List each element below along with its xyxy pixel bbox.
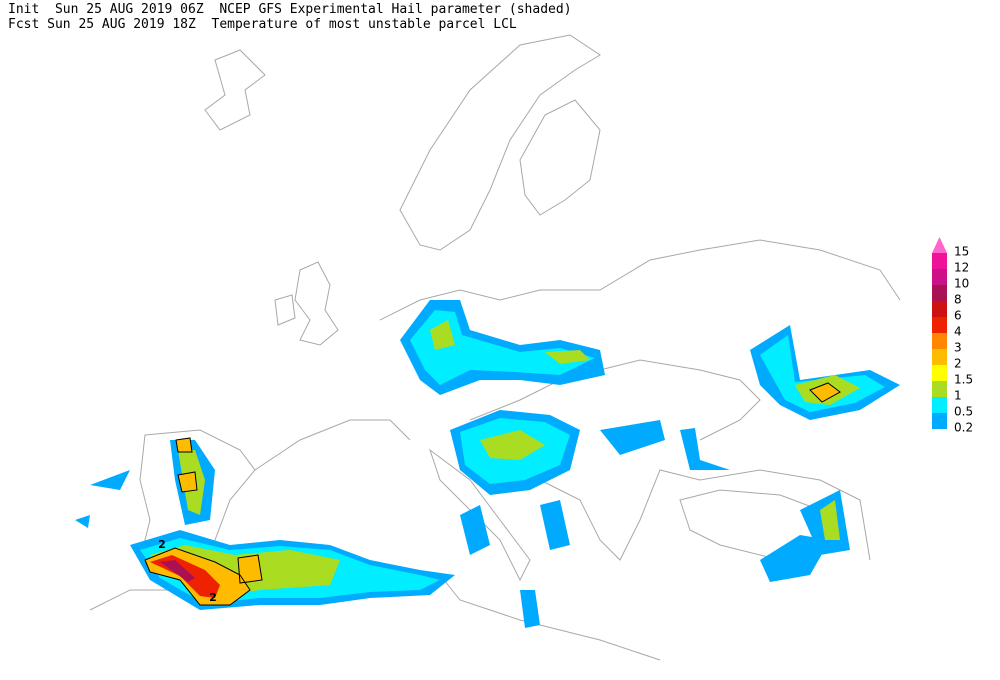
contour-label: 2 <box>158 538 166 551</box>
legend-label: 0.5 <box>954 405 973 419</box>
legend-arrow <box>932 237 947 253</box>
legend-swatch <box>932 397 947 413</box>
legend-swatch <box>932 365 947 381</box>
legend-swatch <box>932 349 947 365</box>
legend-label: 12 <box>954 261 969 275</box>
legend-swatch <box>932 333 947 349</box>
legend-label: 1 <box>954 389 962 403</box>
legend-label: 1.5 <box>954 373 973 387</box>
legend-swatch <box>932 381 947 397</box>
legend: 15 12 10 8 6 4 3 2 1.5 1 0.5 0.2 <box>932 237 973 435</box>
legend-label: 2 <box>954 357 962 371</box>
legend-label: 8 <box>954 293 962 307</box>
legend-label: 6 <box>954 309 962 323</box>
legend-swatch <box>932 253 947 269</box>
header-fcst: Fcst Sun 25 AUG 2019 18Z Temperature of … <box>8 17 517 32</box>
contour-label: 2 <box>209 591 217 604</box>
header-init: Init Sun 25 AUG 2019 06Z NCEP GFS Experi… <box>8 2 572 17</box>
legend-label: 15 <box>954 245 969 259</box>
legend-swatch <box>932 301 947 317</box>
legend-label: 0.2 <box>954 421 973 435</box>
legend-swatch <box>932 269 947 285</box>
legend-label: 10 <box>954 277 969 291</box>
legend-label: 3 <box>954 341 962 355</box>
legend-swatch <box>932 413 947 429</box>
legend-swatch <box>932 285 947 301</box>
legend-swatch <box>932 317 947 333</box>
legend-label: 4 <box>954 325 962 339</box>
hail-shading <box>75 300 900 628</box>
